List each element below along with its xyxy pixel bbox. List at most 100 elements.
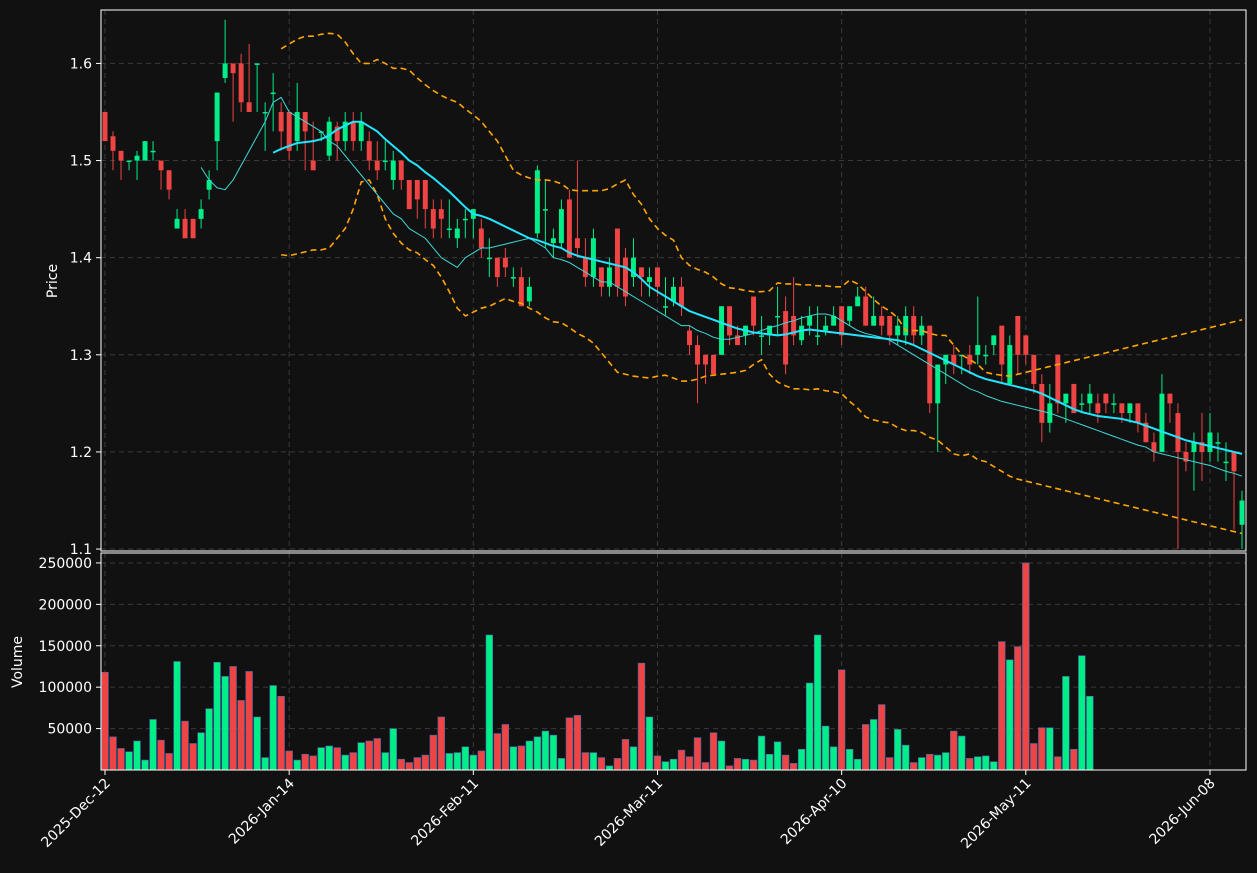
volume-tick-label: 150000	[39, 639, 92, 655]
candle-body	[286, 111, 292, 151]
candle-body	[871, 315, 877, 326]
candle-body	[1183, 451, 1189, 462]
volume-bar	[581, 752, 590, 771]
candle-body	[935, 364, 941, 404]
volume-bar	[613, 758, 622, 771]
candle-body	[679, 286, 684, 307]
volume-axis-title: Volume	[10, 636, 26, 688]
candle-body	[254, 63, 260, 65]
candle-body	[366, 141, 372, 161]
volume-bar	[445, 753, 453, 771]
volume-bars	[101, 562, 1094, 771]
candle-body	[142, 141, 148, 161]
volume-bar	[629, 746, 638, 771]
volume-bar	[229, 666, 237, 771]
volume-bar	[429, 734, 437, 771]
candle-body	[542, 209, 548, 211]
candle-body	[278, 111, 284, 132]
candle-body	[975, 345, 981, 355]
volume-bar	[141, 759, 149, 771]
candle-body	[1039, 383, 1045, 423]
volume-bar	[341, 754, 349, 771]
volume-bar	[725, 765, 734, 771]
candle-body	[1127, 403, 1133, 414]
volume-bar	[853, 758, 862, 771]
price-tick-label: 1.3	[70, 348, 92, 364]
volume-bar	[749, 759, 758, 771]
volume-bar	[261, 757, 269, 771]
candle-body	[1231, 451, 1237, 472]
volume-bar	[1030, 743, 1038, 771]
volume-bar	[317, 747, 325, 771]
candle-body	[1223, 461, 1229, 464]
volume-bar	[565, 717, 574, 771]
volume-bar	[765, 753, 774, 771]
volume-bar	[950, 730, 958, 771]
candle-body	[406, 179, 412, 210]
candle-body	[166, 170, 172, 190]
volume-bar	[405, 762, 413, 771]
volume-bar	[661, 761, 670, 771]
volume-bar	[990, 761, 998, 771]
candle-body	[983, 354, 989, 357]
price-tick-label: 1.5	[70, 154, 92, 170]
candle-body	[414, 179, 420, 200]
candle-body	[1023, 335, 1029, 355]
volume-bar	[373, 738, 381, 771]
candle-body	[1199, 442, 1205, 452]
price-tick-label: 1.2	[70, 445, 92, 461]
volume-bar	[517, 745, 526, 771]
candle-body	[847, 306, 853, 321]
price-tick-label: 1.1	[70, 542, 92, 558]
candle-body	[622, 257, 628, 297]
volume-bar	[125, 751, 133, 771]
candle-body	[671, 286, 676, 302]
volume-y-ticks: 50000 100000 150000 200000 250000	[39, 556, 101, 738]
candle-body	[879, 315, 885, 326]
candle-body	[270, 92, 276, 95]
candle-body	[903, 315, 909, 336]
candle-body	[1063, 393, 1069, 404]
candle-body	[206, 179, 212, 190]
candle-body	[1103, 393, 1109, 404]
volume-bar	[829, 746, 838, 771]
volume-bar	[958, 735, 966, 771]
volume-bar	[357, 742, 365, 771]
candle-body	[791, 315, 797, 336]
candle-body	[534, 170, 540, 234]
candle-body	[1095, 403, 1101, 414]
candle-body	[1167, 393, 1173, 404]
candle-body	[1215, 442, 1221, 444]
volume-bar	[902, 744, 910, 771]
candle-body	[630, 257, 636, 278]
volume-bar	[966, 758, 974, 771]
volume-bar	[573, 715, 582, 771]
candle-body	[606, 267, 612, 287]
volume-bar	[1046, 727, 1054, 771]
price-panel-frame	[100, 9, 1247, 552]
volume-bar	[285, 750, 293, 771]
volume-tick-label: 100000	[39, 680, 92, 696]
volume-tick-label: 50000	[47, 722, 92, 738]
candle-body	[1239, 500, 1245, 525]
volume-bar	[677, 749, 686, 771]
volume-bar	[813, 634, 822, 771]
upper-band-line	[280, 32, 1243, 377]
candle-body	[719, 306, 725, 355]
volume-bar	[421, 754, 429, 771]
candle-body	[550, 238, 556, 244]
candle-body	[262, 111, 268, 114]
candle-body	[999, 325, 1005, 365]
candle-body	[486, 257, 492, 260]
candle-body	[1159, 393, 1165, 452]
candle-body	[855, 296, 861, 307]
volume-bar	[862, 724, 870, 771]
volume-bar	[109, 736, 117, 771]
candle-body	[230, 63, 236, 74]
candle-body	[887, 315, 893, 336]
volume-bar	[165, 753, 173, 771]
volume-tick-label: 200000	[39, 597, 92, 613]
volume-bar	[1022, 562, 1030, 771]
candle-body	[174, 218, 180, 229]
